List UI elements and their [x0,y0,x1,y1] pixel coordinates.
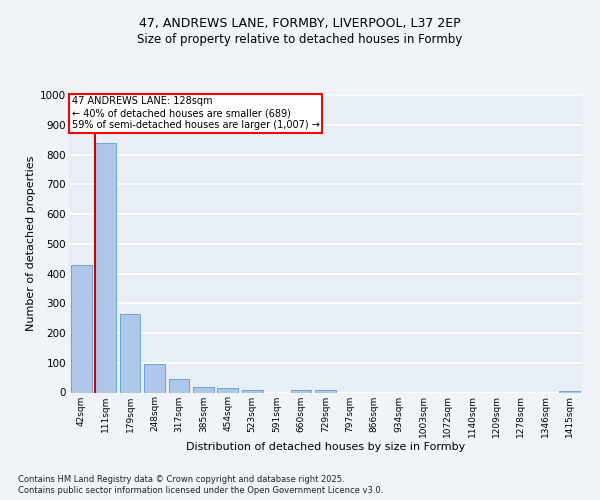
Bar [119,314,140,392]
Bar [559,391,580,392]
Bar [71,264,92,392]
Text: Contains public sector information licensed under the Open Government Licence v3: Contains public sector information licen… [18,486,383,495]
X-axis label: Distribution of detached houses by size in Formby: Distribution of detached houses by size … [186,442,465,452]
Text: Size of property relative to detached houses in Formby: Size of property relative to detached ho… [137,32,463,46]
Text: 47, ANDREWS LANE, FORMBY, LIVERPOOL, L37 2EP: 47, ANDREWS LANE, FORMBY, LIVERPOOL, L37… [139,18,461,30]
Bar [242,390,263,392]
Text: 47 ANDREWS LANE: 128sqm
← 40% of detached houses are smaller (689)
59% of semi-d: 47 ANDREWS LANE: 128sqm ← 40% of detache… [71,96,319,130]
Bar [290,390,311,392]
Bar [217,388,238,392]
Bar [315,390,336,392]
Bar [144,364,165,392]
Bar [95,142,116,392]
Bar [193,386,214,392]
Bar [169,379,190,392]
Y-axis label: Number of detached properties: Number of detached properties [26,156,36,332]
Text: Contains HM Land Registry data © Crown copyright and database right 2025.: Contains HM Land Registry data © Crown c… [18,474,344,484]
